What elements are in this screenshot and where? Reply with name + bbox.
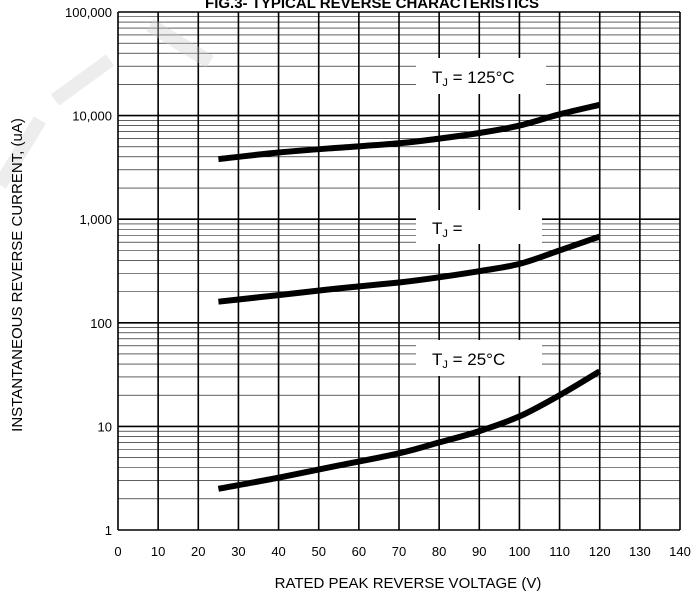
- x-tick-label: 20: [191, 544, 205, 559]
- series-label-0: TJ = 125°C: [432, 68, 515, 89]
- y-tick-labels: 1 10 100 1,000 10,000 100,000: [65, 5, 112, 538]
- x-tick-label: 30: [231, 544, 245, 559]
- series-label-box: [416, 340, 542, 376]
- y-tick-label: 10: [98, 419, 112, 434]
- y-tick-label: 10,000: [72, 109, 112, 124]
- curves: [217, 101, 602, 492]
- y-axis-title: INSTANTANEOUS REVERSE CURRENT, (uA): [9, 118, 26, 432]
- x-tick-label: 130: [629, 544, 651, 559]
- series-label-box: [416, 58, 546, 94]
- y-tick-label: 1: [105, 523, 112, 538]
- x-tick-label: 70: [392, 544, 406, 559]
- major-gridlines: [117, 11, 681, 531]
- x-tick-label: 110: [549, 544, 570, 559]
- x-tick-label: 60: [352, 544, 366, 559]
- series-labels: TJ = 125°C TJ = TJ = 25°C: [416, 58, 546, 376]
- series-curve-1: [218, 233, 601, 305]
- chart-title: FIG.3- TYPICAL REVERSE CHARACTERISTICS: [205, 0, 539, 12]
- x-tick-label: 0: [114, 544, 121, 559]
- x-tick-labels: 0 10 20 30 40 50 60 70 80 90 100 110 120 130 140: [114, 544, 690, 559]
- series-label-1: TJ =: [432, 219, 463, 240]
- x-tick-label: 50: [311, 544, 325, 559]
- series-label-2: TJ = 25°C: [432, 350, 505, 371]
- x-tick-label: 140: [669, 544, 691, 559]
- watermark-stroke: [0, 19, 214, 189]
- y-tick-label: 1,000: [79, 212, 112, 227]
- x-tick-label: 80: [432, 544, 446, 559]
- series-curve-0: [218, 101, 601, 163]
- x-axis-title: RATED PEAK REVERSE VOLTAGE (V): [275, 575, 542, 592]
- x-tick-label: 120: [589, 544, 611, 559]
- x-tick-label: 10: [151, 544, 165, 559]
- x-tick-label: 90: [472, 544, 486, 559]
- x-tick-label: 40: [271, 544, 285, 559]
- series-label-box: [416, 210, 542, 244]
- series-curve-2: [217, 368, 602, 492]
- x-tick-label: 100: [509, 544, 531, 559]
- y-tick-label: 100,000: [65, 5, 112, 20]
- y-tick-label: 100: [90, 316, 112, 331]
